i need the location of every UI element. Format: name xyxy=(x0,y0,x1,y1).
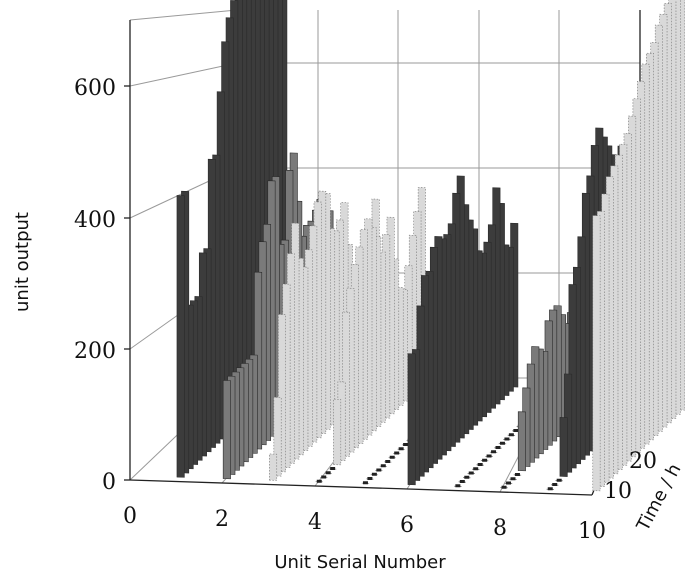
z-tick-label-20: 20 xyxy=(629,449,657,474)
zero-mark-unit-7-hour-13 xyxy=(508,433,514,437)
x-axis-title: Unit Serial Number xyxy=(274,552,446,573)
zero-mark-unit-7-hour-1 xyxy=(455,484,461,488)
zero-mark-unit-8-hour-1 xyxy=(501,485,507,489)
bar-unit-1-hour-1 xyxy=(176,195,185,478)
zero-mark-unit-7-hour-5 xyxy=(473,467,479,471)
zero-mark-unit-8-hour-3 xyxy=(510,477,516,481)
y-axis-title: unit output xyxy=(12,212,33,312)
bar-unit-3-hour-1 xyxy=(269,453,278,481)
left-wall-top-edge xyxy=(129,9,238,21)
z-tick-label-10: 10 xyxy=(604,479,632,504)
zero-mark-unit-7-hour-3 xyxy=(464,475,470,479)
zero-mark-unit-5-hour-3 xyxy=(371,472,377,476)
zero-mark-unit-7-hour-12 xyxy=(504,437,510,441)
bar-unit-6-hour-1 xyxy=(407,353,416,486)
x-axis-line xyxy=(129,479,593,496)
zero-mark-unit-7-hour-11 xyxy=(499,441,505,445)
zero-mark-unit-7-hour-6 xyxy=(477,463,483,466)
z-tick-labels: 10 20 xyxy=(604,449,657,504)
zero-mark-unit-9-hour-3 xyxy=(556,478,562,482)
bar-unit-9-hour-4 xyxy=(559,417,568,477)
zero-mark-unit-4-hour-4 xyxy=(330,467,336,470)
zero-mark-unit-4-hour-1 xyxy=(316,479,322,483)
zero-mark-unit-9-hour-1 xyxy=(547,487,553,491)
x-tick-label-0: 0 xyxy=(123,504,137,529)
left-wall-gridline-600 xyxy=(129,62,238,87)
zero-mark-unit-7-hour-2 xyxy=(459,480,465,483)
bars-layer xyxy=(176,0,685,492)
zero-mark-unit-8-hour-4 xyxy=(514,473,520,476)
bar-unit-2-hour-1 xyxy=(222,380,231,480)
zero-mark-unit-5-hour-5 xyxy=(380,464,386,468)
x-tick-label-4: 4 xyxy=(308,510,322,535)
zero-mark-unit-9-hour-2 xyxy=(552,483,558,486)
y-tick-labels: 0 200 400 600 xyxy=(74,76,130,495)
x-tick-label-8: 8 xyxy=(493,516,507,541)
zero-mark-unit-5-hour-8 xyxy=(394,451,400,455)
bar-unit-8-hour-5 xyxy=(517,411,526,472)
series-unit-6 xyxy=(407,175,519,486)
y-tick-label-0: 0 xyxy=(102,470,116,495)
zero-mark-unit-7-hour-7 xyxy=(482,458,488,462)
y-tick-label-200: 200 xyxy=(74,339,116,364)
zero-mark-unit-4-hour-3 xyxy=(325,471,331,475)
zero-mark-unit-5-hour-4 xyxy=(376,468,382,472)
zero-mark-unit-7-hour-9 xyxy=(491,450,497,454)
zero-mark-unit-7-hour-10 xyxy=(495,446,501,449)
zero-mark-unit-5-hour-10 xyxy=(403,443,409,446)
zero-mark-unit-5-hour-6 xyxy=(385,460,391,463)
bar-unit-10-hour-1 xyxy=(592,215,601,492)
zero-mark-unit-7-hour-4 xyxy=(468,471,474,475)
x-tick-labels: 0 2 4 6 8 10 xyxy=(123,504,606,544)
y-tick-label-600: 600 xyxy=(74,76,116,101)
series-unit-4 xyxy=(315,187,426,483)
zero-mark-unit-7-hour-14 xyxy=(513,429,519,432)
zero-mark-unit-5-hour-7 xyxy=(389,455,395,459)
x-tick-label-6: 6 xyxy=(400,513,414,538)
x-tick-label-10: 10 xyxy=(578,519,606,544)
series-unit-10 xyxy=(592,0,685,492)
zero-mark-unit-5-hour-9 xyxy=(398,447,404,451)
zero-mark-unit-8-hour-2 xyxy=(506,481,512,485)
x-tick-label-2: 2 xyxy=(215,507,229,532)
zero-mark-unit-5-hour-1 xyxy=(362,481,368,485)
bar-unit-4-hour-5 xyxy=(333,398,342,466)
y-tick-label-400: 400 xyxy=(74,208,116,233)
zero-mark-unit-5-hour-2 xyxy=(367,477,373,480)
zero-mark-unit-7-hour-8 xyxy=(486,454,492,458)
zero-mark-unit-4-hour-2 xyxy=(321,475,327,479)
